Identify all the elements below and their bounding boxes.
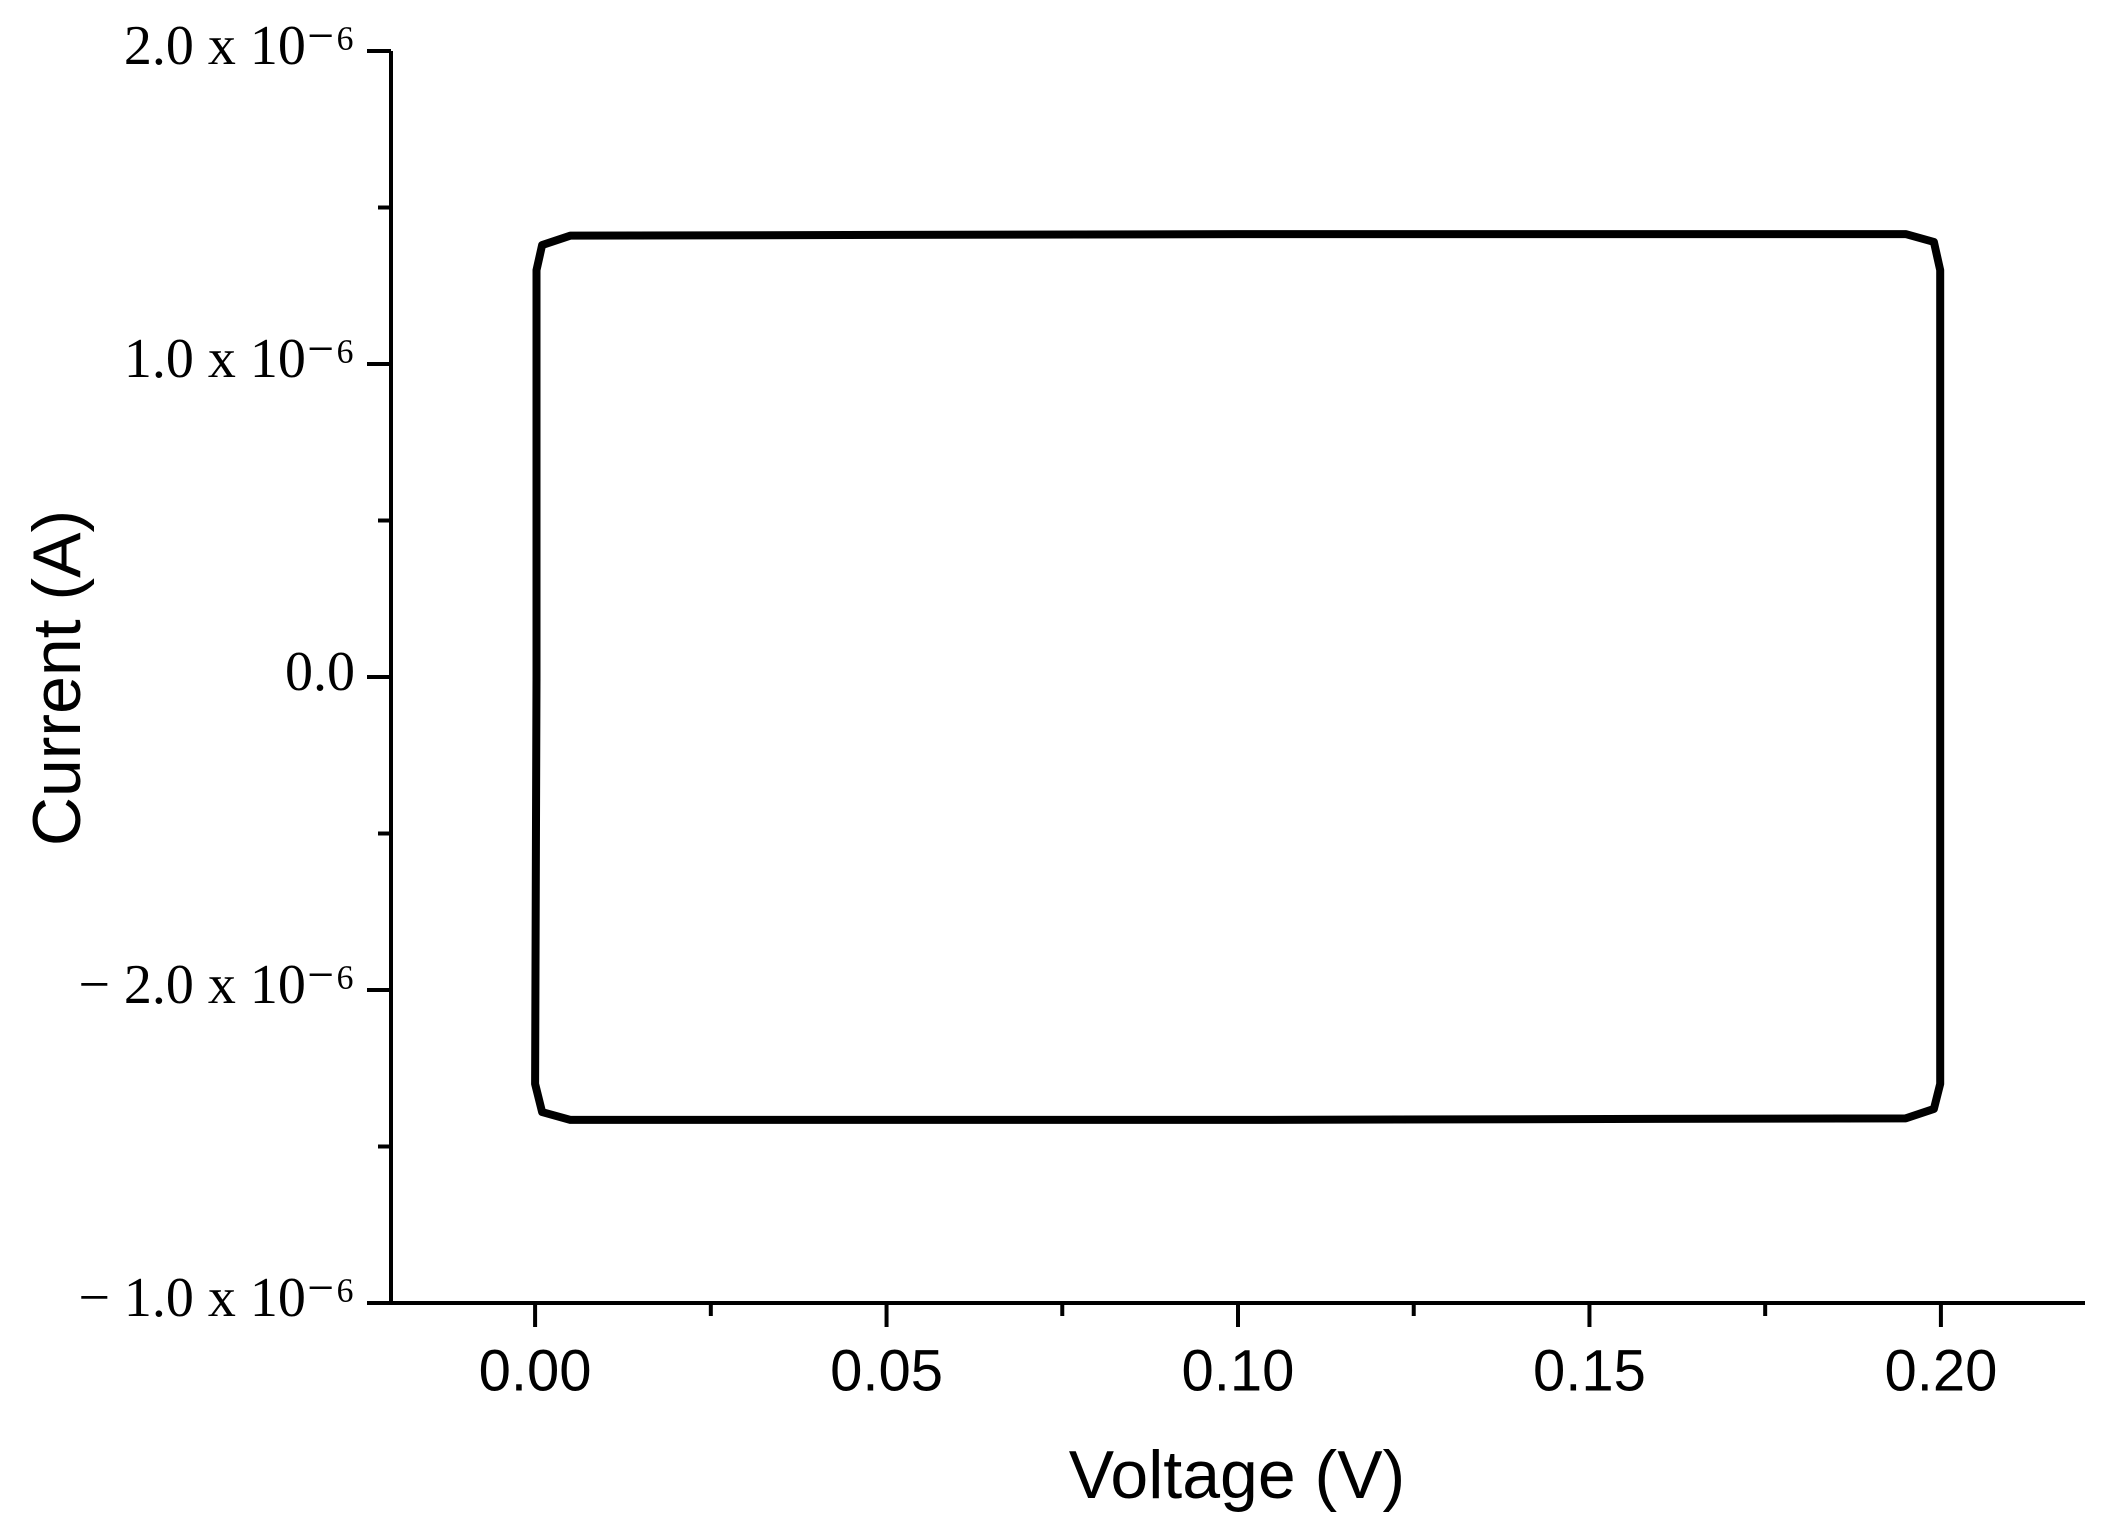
y-axis-title: Current (A) (19, 510, 95, 846)
x-tick-label: 0.05 (830, 1338, 943, 1403)
y-tick-label: 1.0 x 10⁻⁶ (124, 328, 355, 390)
x-tick-label: 0.10 (1182, 1338, 1295, 1403)
y-tick-label: − 1.0 x 10⁻⁶ (78, 1267, 355, 1329)
data-line (531, 230, 1945, 1124)
x-axis-title: Voltage (V) (1069, 1437, 1405, 1513)
x-tick-label: 0.20 (1884, 1338, 1997, 1403)
y-tick-label: 2.0 x 10⁻⁶ (124, 15, 355, 77)
x-tick-label: 0.00 (479, 1338, 592, 1403)
y-tick-label: − 2.0 x 10⁻⁶ (78, 954, 355, 1016)
x-tick-label: 0.15 (1533, 1338, 1646, 1403)
y-tick-label: 0.0 (285, 641, 355, 703)
